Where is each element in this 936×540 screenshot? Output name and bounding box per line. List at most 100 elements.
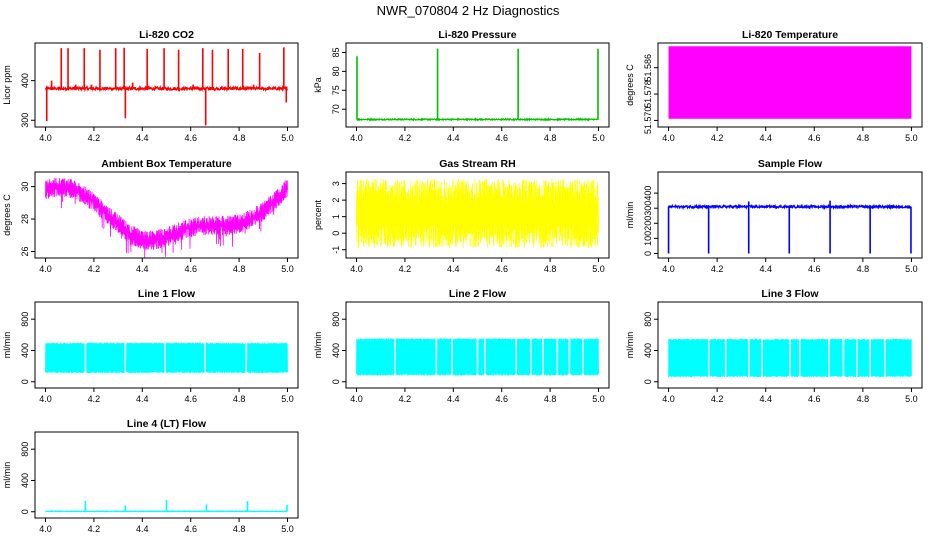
- panel-title: Li-820 Temperature: [742, 29, 838, 41]
- panel-title: Line 4 (LT) Flow: [127, 418, 207, 430]
- x-tick-label: 4.8: [233, 133, 246, 143]
- x-tick-label: 4.6: [184, 524, 197, 534]
- plot-frame: [345, 42, 610, 128]
- x-tick-label: 5.0: [281, 524, 294, 534]
- y-tick-label: 28: [20, 214, 30, 224]
- panel-ambient_temp: Ambient Box Temperature degrees C 4.0 4.2 4.…: [2, 158, 299, 274]
- x-tick-label: 4.2: [88, 524, 101, 534]
- x-tick-label: 4.8: [544, 133, 557, 143]
- y-axis-label: ml/min: [625, 332, 635, 359]
- y-tick-label: 400: [20, 473, 30, 488]
- plot-frame: [34, 42, 299, 128]
- panel-pressure: Li-820 Pressure kPa 4.0 4.2 4.4 4.6 4.8 5.0 70 75…: [313, 29, 610, 143]
- x-tick-label: 4.2: [88, 264, 101, 274]
- x-tick-label: 4.0: [39, 394, 52, 404]
- x-tick-label: 4.2: [399, 133, 412, 143]
- x-tick-label: 4.4: [136, 394, 149, 404]
- x-tick-label: 5.0: [592, 394, 605, 404]
- plot-frame: [34, 301, 299, 389]
- y-axis-label: kPa: [313, 77, 323, 93]
- y-axis-label: ml/min: [313, 332, 323, 359]
- x-tick-label: 5.0: [592, 264, 605, 274]
- x-tick-label: 4.0: [39, 264, 52, 274]
- series-line3: [668, 337, 912, 379]
- main-title: NWR_070804 2 Hz Diagnostics: [377, 3, 560, 18]
- y-tick-label: 200: [643, 216, 653, 231]
- y-tick-label: 0: [331, 379, 341, 384]
- x-tick-label: 4.6: [808, 264, 821, 274]
- x-tick-label: 4.0: [350, 264, 363, 274]
- panel-title: Li-820 Pressure: [438, 29, 516, 41]
- y-tick-label: 30: [20, 182, 30, 192]
- x-tick-label: 4.2: [399, 394, 412, 404]
- x-tick-label: 4.6: [495, 264, 508, 274]
- x-tick-label: 5.0: [281, 133, 294, 143]
- series-line4: [45, 500, 288, 513]
- x-tick-label: 4.6: [495, 394, 508, 404]
- series-co2: [44, 47, 288, 126]
- y-tick-label: 51.570: [643, 107, 653, 135]
- x-tick-label: 5.0: [905, 394, 918, 404]
- x-tick-label: 4.6: [184, 394, 197, 404]
- y-tick-label: 800: [331, 312, 341, 327]
- x-tick-label: 5.0: [281, 264, 294, 274]
- panel-title: Line 3 Flow: [761, 288, 819, 300]
- panel-line4: Line 4 (LT) Flow ml/min 4.0 4.2 4.4 4.6 4.8 5.0…: [2, 418, 299, 534]
- panel-title: Li-820 CO2: [139, 29, 194, 41]
- series-line: [356, 178, 599, 249]
- x-tick-label: 4.6: [184, 264, 197, 274]
- x-tick-label: 5.0: [592, 133, 605, 143]
- y-axis-label: Licor ppm: [2, 65, 12, 105]
- y-tick-label: 400: [20, 73, 30, 88]
- y-tick-label: 400: [643, 343, 653, 358]
- y-tick-label: 0: [643, 251, 653, 256]
- panel-line1: Line 1 Flow ml/min 4.0 4.2 4.4 4.6 4.8 5.0 0 400 8…: [2, 288, 299, 404]
- y-tick-label: 800: [20, 312, 30, 327]
- x-tick-label: 4.2: [711, 394, 724, 404]
- x-tick-label: 4.8: [857, 394, 870, 404]
- series-line: [45, 342, 288, 374]
- panel-title: Gas Stream RH: [439, 158, 515, 170]
- x-tick-label: 4.6: [495, 133, 508, 143]
- y-tick-label: 800: [643, 312, 653, 327]
- series-line: [45, 178, 288, 258]
- plot-frame: [657, 301, 923, 389]
- x-tick-label: 4.0: [662, 133, 675, 143]
- x-tick-label: 4.0: [350, 133, 363, 143]
- series-line: [44, 84, 288, 93]
- x-tick-label: 4.8: [233, 394, 246, 404]
- plot-frame: [345, 171, 610, 259]
- x-tick-label: 4.6: [808, 394, 821, 404]
- y-axis-label: ml/min: [2, 462, 12, 489]
- plot-frame: [345, 301, 610, 389]
- y-tick-label: 100: [643, 231, 653, 246]
- plot-frame: [657, 171, 923, 259]
- y-tick-label: 26: [20, 247, 30, 257]
- series-line: [356, 116, 599, 122]
- x-tick-label: 4.8: [233, 264, 246, 274]
- panel-sample_flow: Sample Flow ml/min 4.0 4.2 4.4 4.6 4.8 5.0 0 1002…: [625, 158, 923, 274]
- y-tick-label: 51.586: [643, 54, 653, 82]
- panel-title: Line 1 Flow: [138, 288, 196, 300]
- x-tick-label: 4.8: [857, 264, 870, 274]
- y-tick-label: 51.578: [643, 80, 653, 108]
- y-tick-label: 400: [643, 186, 653, 201]
- y-tick-label: 1: [331, 214, 341, 219]
- panel-title: Ambient Box Temperature: [101, 158, 232, 170]
- y-tick-label: 0: [643, 379, 653, 384]
- x-tick-label: 4.2: [711, 133, 724, 143]
- series-sample_flow: [667, 200, 912, 254]
- x-tick-label: 4.4: [447, 264, 460, 274]
- y-tick-label: 0: [331, 231, 341, 236]
- y-tick-label: 300: [20, 113, 30, 128]
- x-tick-label: 4.4: [759, 264, 772, 274]
- series-line2: [356, 337, 599, 377]
- x-tick-label: 4.0: [662, 394, 675, 404]
- plot-frame: [34, 171, 299, 259]
- x-tick-label: 4.4: [447, 133, 460, 143]
- x-tick-label: 4.6: [808, 133, 821, 143]
- filled-series: [668, 46, 912, 119]
- x-tick-label: 4.8: [544, 394, 557, 404]
- panel-licor_temp: Li-820 Temperature degrees C 4.0 4.2 4.4 4.6 4…: [625, 29, 923, 143]
